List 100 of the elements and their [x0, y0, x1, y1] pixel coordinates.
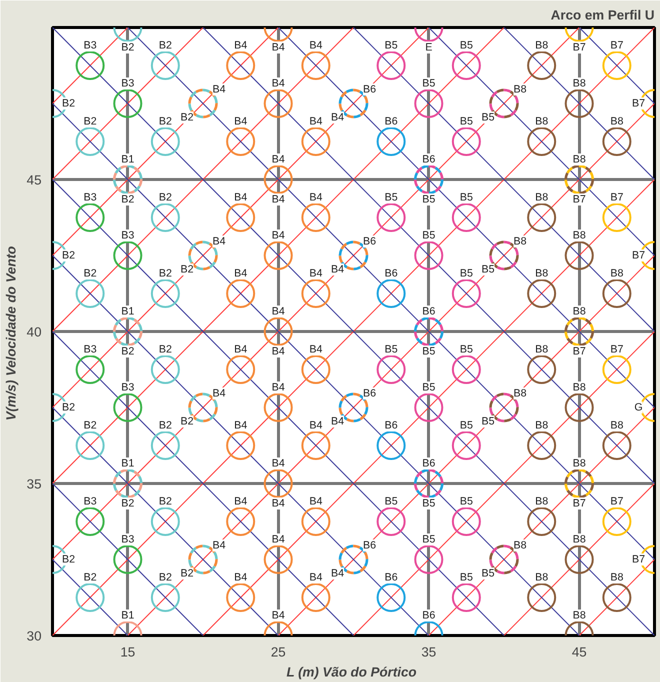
- point: [414, 393, 444, 422]
- point: [264, 165, 293, 194]
- text: B2: [158, 344, 172, 356]
- text: B5: [422, 498, 436, 510]
- text: B5: [422, 346, 436, 358]
- text: B4: [272, 498, 285, 510]
- text: B5: [460, 420, 473, 432]
- text: B6: [384, 572, 398, 584]
- text: B1: [121, 154, 134, 166]
- text: B2: [121, 42, 134, 54]
- text: B2: [62, 98, 76, 110]
- point: [226, 279, 256, 308]
- series-label: B1: [121, 610, 134, 622]
- point: [301, 203, 330, 232]
- text: B3: [121, 78, 134, 90]
- text: B5: [384, 496, 398, 508]
- text: B8: [610, 572, 624, 584]
- point: [226, 51, 256, 80]
- x-tick-label: 45: [572, 644, 587, 660]
- y-axis-title: V(m/s) Velocidade do Vento: [4, 246, 19, 421]
- text: B2: [62, 554, 76, 566]
- point: [376, 51, 406, 80]
- text: B5: [460, 344, 473, 356]
- y-tick-label: 40: [26, 324, 42, 340]
- text: B2: [180, 416, 194, 428]
- point: [76, 203, 105, 232]
- text: B4: [272, 610, 285, 622]
- text: B5: [422, 194, 436, 206]
- text: B8: [572, 458, 586, 470]
- text: B4: [272, 78, 285, 90]
- point: [564, 241, 594, 270]
- point: [264, 469, 293, 498]
- text: B8: [535, 268, 548, 280]
- text: B8: [610, 420, 624, 432]
- point: [150, 51, 180, 80]
- text: B5: [384, 192, 398, 204]
- point: [76, 431, 105, 460]
- text: B3: [84, 344, 97, 356]
- text: B6: [362, 236, 376, 248]
- text: B4: [234, 344, 248, 356]
- point: [376, 507, 406, 536]
- point: [376, 431, 406, 460]
- point: [527, 127, 556, 156]
- text: B4: [234, 268, 248, 280]
- series-label: B8: [513, 540, 527, 552]
- text: B4: [272, 458, 285, 470]
- text: B4: [272, 306, 285, 318]
- point: [150, 507, 180, 536]
- series-label: B5: [481, 112, 495, 124]
- text: B5: [384, 40, 398, 52]
- point: [150, 355, 180, 384]
- text: B4: [330, 264, 344, 276]
- text: B8: [572, 230, 586, 242]
- text: B2: [158, 116, 172, 128]
- text: B5: [384, 344, 398, 356]
- point: [376, 203, 406, 232]
- point: [527, 507, 556, 536]
- point: [301, 431, 330, 460]
- text: B2: [180, 568, 194, 580]
- text: B4: [309, 40, 322, 52]
- text: B2: [158, 268, 172, 280]
- text: B2: [158, 420, 172, 432]
- point: [414, 545, 444, 574]
- point: [602, 355, 632, 384]
- text: B8: [535, 420, 548, 432]
- point: [76, 583, 105, 612]
- point: [452, 127, 481, 156]
- text: B4: [272, 194, 285, 206]
- point: [301, 583, 330, 612]
- point: [376, 279, 406, 308]
- point: [452, 583, 481, 612]
- text: B6: [362, 388, 376, 400]
- text: B4: [309, 116, 322, 128]
- point: [564, 393, 594, 422]
- text: B2: [121, 194, 134, 206]
- point: [527, 203, 556, 232]
- text: B5: [422, 382, 436, 394]
- point: [150, 203, 180, 232]
- text: B5: [422, 230, 436, 242]
- text: B8: [535, 192, 548, 204]
- y-tick-label: 35: [26, 476, 42, 492]
- text: B3: [84, 496, 97, 508]
- series-label: B7: [572, 498, 586, 510]
- text: B3: [121, 230, 134, 242]
- point: [564, 545, 594, 574]
- text: B1: [121, 458, 134, 470]
- text: B4: [212, 236, 226, 248]
- text: B5: [460, 192, 473, 204]
- text: B4: [212, 84, 226, 96]
- text: B5: [481, 568, 495, 580]
- point: [376, 355, 406, 384]
- text: B7: [610, 40, 624, 52]
- point: [264, 545, 293, 574]
- point: [527, 51, 556, 80]
- text: B2: [158, 192, 172, 204]
- text: B7: [572, 42, 586, 54]
- text: B3: [84, 40, 97, 52]
- x-axis-title: L (m) Vão do Pórtico: [286, 664, 417, 680]
- point: [527, 355, 556, 384]
- point: [602, 203, 632, 232]
